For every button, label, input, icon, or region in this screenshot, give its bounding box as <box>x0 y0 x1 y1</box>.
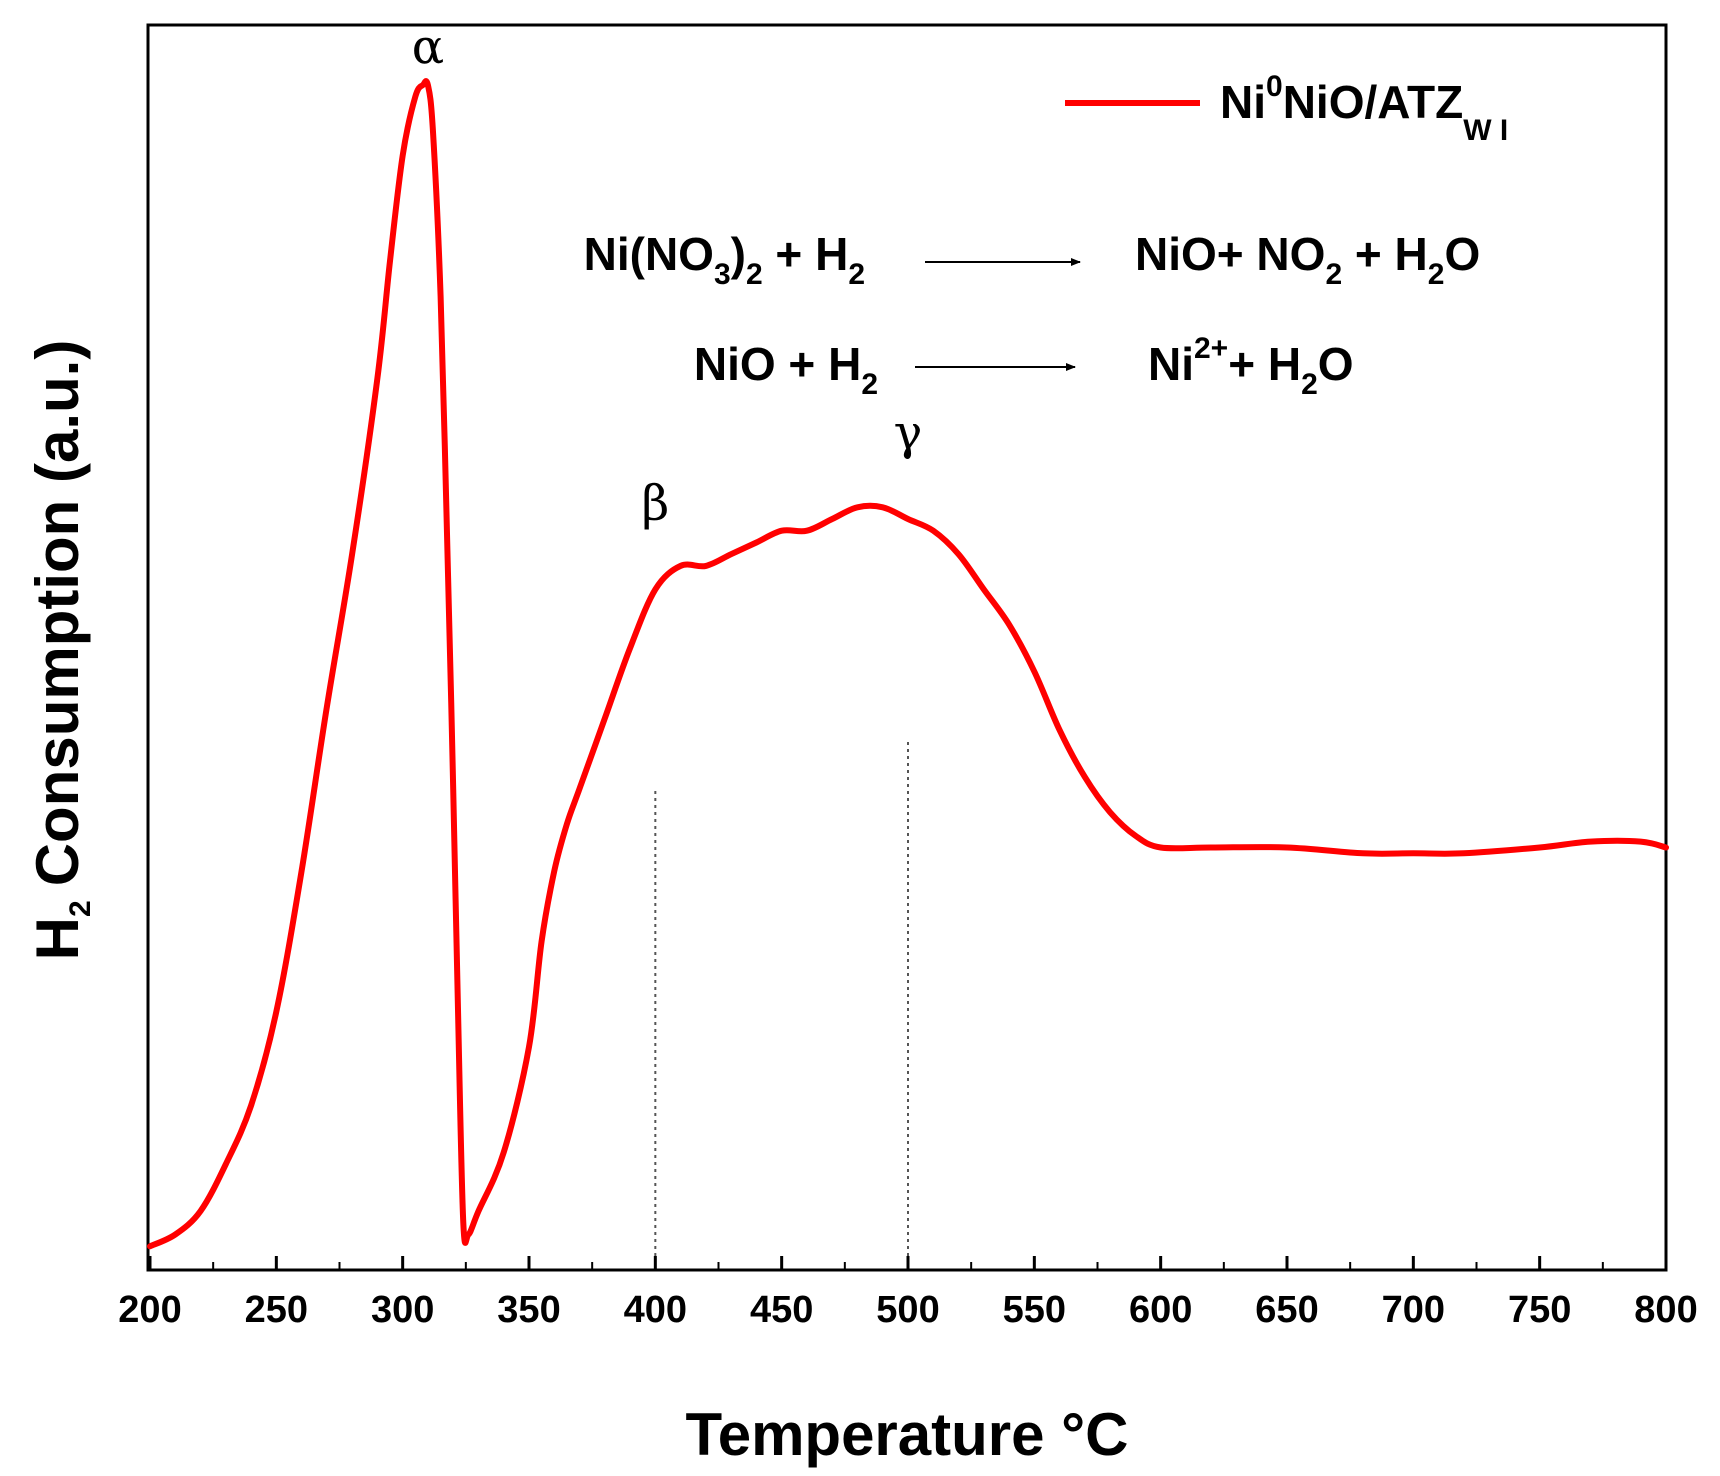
equation-term: 2+ <box>1194 332 1228 365</box>
equation-term: NiO+ NO <box>1135 228 1325 280</box>
y-axis-title-h: H <box>24 917 91 960</box>
y-axis-title-sub: 2 <box>64 900 97 917</box>
x-tick-label: 650 <box>1255 1289 1318 1331</box>
equation-term: NiO + H <box>694 338 861 390</box>
x-tick-label: 500 <box>876 1289 939 1331</box>
peak-label: γ <box>894 405 923 461</box>
legend-rest: NiO/ATZ <box>1283 76 1464 128</box>
equation-term: O <box>1444 228 1480 280</box>
peak-labels: α β γ <box>412 19 923 531</box>
equation-term: Ni(NO <box>584 228 714 280</box>
equation-term: 2 <box>1325 258 1342 291</box>
equation-term: + H <box>763 228 849 280</box>
legend-sup: 0 <box>1266 70 1283 103</box>
equation-term: + H <box>1342 228 1428 280</box>
legend-label: Ni0NiO/ATZW I <box>1220 70 1508 147</box>
x-tick-label: 300 <box>371 1289 434 1331</box>
equation-1-reactants: Ni(NO3)2 + H2 <box>584 228 865 291</box>
equation-term: 2 <box>848 258 865 291</box>
equation-1-products: NiO+ NO2 + H2O <box>1135 228 1480 291</box>
equation-term: 2 <box>1428 258 1445 291</box>
plot-frame <box>146 23 1668 1272</box>
x-tick-label: 400 <box>624 1289 687 1331</box>
peak-label: β <box>641 475 669 531</box>
equation-term: + H <box>1228 338 1301 390</box>
x-tick-label: 800 <box>1634 1289 1697 1331</box>
legend-ni: Ni <box>1220 76 1266 128</box>
x-tick-label: 450 <box>750 1289 813 1331</box>
equation-2-reactants: NiO + H2 <box>694 338 878 401</box>
x-axis-title: Temperature °C <box>686 1401 1129 1468</box>
equation-2-products: Ni2++ H2O <box>1148 332 1354 401</box>
x-tick-label: 750 <box>1508 1289 1571 1331</box>
x-tick-label: 200 <box>118 1289 181 1331</box>
x-tick-label: 700 <box>1382 1289 1445 1331</box>
series-line <box>147 78 1669 1250</box>
x-tick-label: 350 <box>497 1289 560 1331</box>
reaction-equations: Ni(NO3)2 + H2 NiO+ NO2 + H2O NiO + H2 Ni… <box>584 228 1481 401</box>
x-tick-label: 600 <box>1129 1289 1192 1331</box>
x-tick-label: 550 <box>1003 1289 1066 1331</box>
equation-term: 2 <box>1301 368 1318 401</box>
equation-term: 2 <box>746 258 763 291</box>
x-axis-tick-labels: 200 250 300 350 400 450 500 550 600 650 700 750 800 <box>118 1289 1697 1331</box>
y-axis-title: H2 Consumption (a.u.) <box>24 340 97 961</box>
equation-term: 3 <box>714 258 731 291</box>
equation-term: O <box>1318 338 1354 390</box>
legend: Ni0NiO/ATZW I <box>1065 70 1508 147</box>
equation-term: Ni <box>1148 338 1194 390</box>
equation-term: 2 <box>861 368 878 401</box>
peak-guide-lines <box>654 740 909 1270</box>
y-axis-title-rest: Consumption (a.u.) <box>24 340 91 887</box>
x-axis-ticks <box>148 1256 1668 1270</box>
equation-term: ) <box>731 228 746 280</box>
x-tick-label: 250 <box>245 1289 308 1331</box>
peak-label: α <box>412 19 444 75</box>
legend-sub: W I <box>1463 114 1508 147</box>
